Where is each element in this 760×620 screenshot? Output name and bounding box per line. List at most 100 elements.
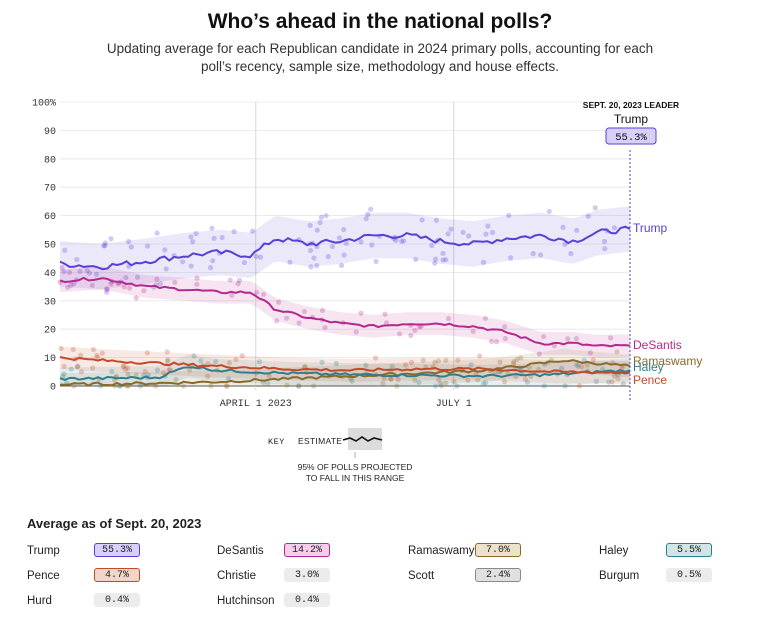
poll-dot [394, 383, 400, 389]
poll-dot [154, 367, 161, 373]
summary-candidate-value: 4.7% [94, 568, 140, 582]
summary-candidate-name: Ramaswamy [408, 545, 475, 557]
series-line [59, 276, 631, 348]
poll-dot [121, 363, 127, 369]
poll-dot [502, 335, 508, 342]
poll-dot [323, 213, 329, 219]
summary-candidate-value: 7.0% [475, 543, 521, 557]
poll-dot [223, 383, 229, 389]
poll-dot [420, 357, 426, 363]
y-axis: 100% 90 80 70 60 50 40 30 20 10 0 [32, 99, 56, 394]
poll-dot [99, 350, 105, 356]
poll-dot [443, 380, 449, 386]
series-line [59, 356, 631, 375]
poll-dot [134, 274, 141, 280]
poll-dot [412, 377, 418, 383]
poll-dot [165, 357, 171, 363]
poll-dot [601, 238, 608, 244]
poll-dot [551, 343, 558, 349]
leader-name: Trump [614, 112, 649, 126]
poll-dot [475, 377, 481, 383]
poll-dot [190, 239, 196, 245]
poll-dot [602, 246, 608, 252]
series-label: Ramaswamy [633, 354, 702, 368]
poll-dot [137, 383, 143, 389]
poll-dot [611, 225, 618, 231]
x-tick-label: JULY 1 [436, 399, 472, 410]
poll-dot [396, 331, 403, 337]
poll-dot [194, 275, 200, 281]
poll-dot [611, 373, 617, 379]
confidence-band [60, 349, 630, 386]
poll-dot [61, 371, 67, 377]
poll-dot [489, 229, 496, 235]
poll-dot [266, 373, 272, 379]
poll-dot [61, 269, 67, 275]
poll-dot [465, 377, 471, 383]
y-tick-label: 10 [44, 354, 56, 365]
poll-dot [274, 318, 280, 324]
summary-candidate-value: 5.5% [666, 543, 712, 557]
poll-dot [382, 311, 388, 317]
poll-dot [341, 252, 347, 258]
poll-dot [615, 375, 621, 382]
poll-dot [383, 320, 390, 326]
poll-dot [363, 362, 369, 368]
x-tick-label: APRIL 1 2023 [220, 399, 292, 410]
poll-dot [239, 353, 245, 359]
summary-candidate-name: Burgum [599, 570, 640, 582]
poll-dot [477, 353, 483, 359]
poll-dot [518, 355, 524, 361]
poll-dot [454, 383, 460, 389]
poll-dot [210, 258, 216, 264]
poll-dot [445, 231, 451, 237]
key-estimate-line [342, 436, 383, 442]
poll-dot [59, 265, 65, 271]
poll-dot [369, 242, 375, 248]
poll-dot [120, 364, 126, 370]
poll-dot [593, 378, 600, 384]
poll-dot [154, 230, 160, 236]
summary-candidate-value: 0.4% [284, 593, 330, 607]
poll-dot [95, 354, 101, 360]
poll-dot [144, 350, 150, 356]
key-estimate-label: ESTIMATE [298, 436, 342, 446]
poll-dot [65, 284, 71, 290]
poll-dot [224, 383, 230, 389]
poll-dot [574, 227, 580, 233]
poll-dot [480, 381, 487, 387]
poll-dot [322, 324, 328, 331]
poll-dot [122, 366, 129, 372]
poll-dot [365, 211, 371, 217]
poll-dot [470, 328, 476, 334]
poll-dot [93, 271, 100, 277]
poll-dot [173, 376, 179, 383]
poll-dot [301, 308, 308, 315]
poll-dot [562, 383, 568, 389]
poll-dot [443, 257, 449, 263]
poll-dot [395, 376, 401, 382]
poll-dot [368, 206, 374, 212]
y-tick-label: 20 [44, 326, 56, 337]
poll-dot [536, 351, 542, 357]
poll-dot [194, 281, 200, 287]
poll-dot [451, 379, 457, 385]
confidence-bands [60, 206, 630, 386]
poll-dot [314, 227, 320, 233]
poll-dot [440, 250, 446, 256]
poll-dot [511, 359, 517, 365]
poll-dot [68, 282, 74, 288]
poll-dot [530, 251, 536, 257]
poll-dot [508, 255, 514, 261]
summary-candidate-value: 14.2% [284, 543, 330, 557]
poll-dot [126, 285, 133, 291]
poll-dot [419, 217, 425, 223]
poll-dot [560, 224, 566, 230]
key-label: KEY [268, 437, 285, 447]
summary-candidate-name: DeSantis [217, 545, 264, 557]
poll-dot [468, 362, 474, 368]
poll-dot [89, 282, 95, 288]
poll-dot [606, 379, 612, 385]
confidence-band [60, 266, 630, 358]
series-label: Pence [633, 373, 667, 387]
